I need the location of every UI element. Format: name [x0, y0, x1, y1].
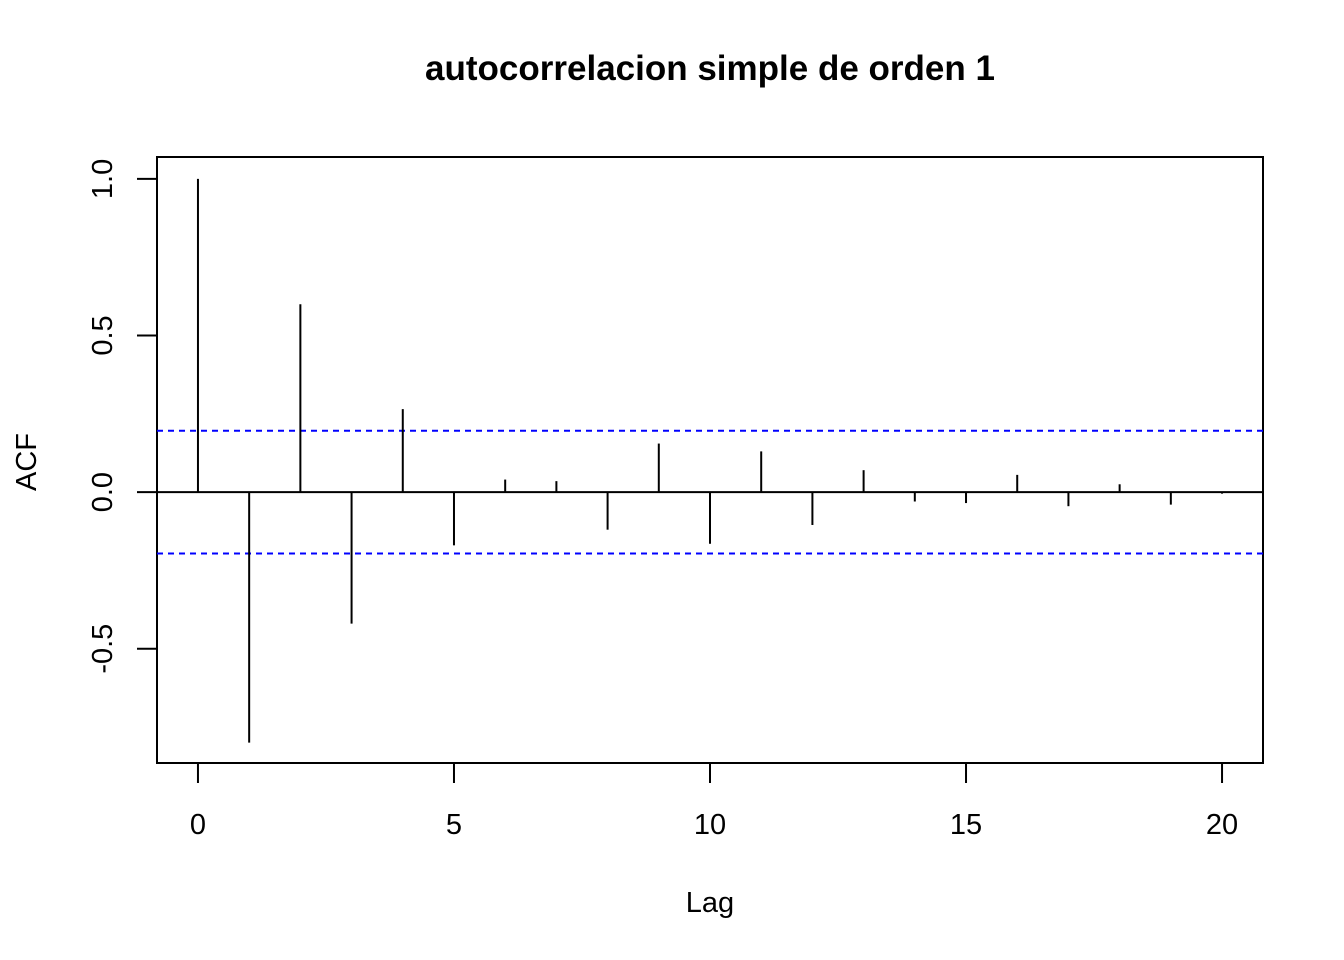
y-axis: -0.5 0.0 0.5 1.0	[87, 159, 157, 674]
x-tick-label: 20	[1206, 809, 1238, 841]
plot-area	[156, 156, 1264, 764]
acf-spikes	[196, 178, 1224, 743]
x-axis-label: Lag	[686, 887, 734, 919]
y-tick-label: -0.5	[87, 624, 119, 674]
y-axis-label: ACF	[11, 433, 43, 491]
x-tick-label: 10	[694, 809, 726, 841]
x-tick-label: 5	[446, 809, 462, 841]
y-tick-label: 1.0	[87, 159, 119, 199]
x-axis: 0 5 10 15 20	[190, 763, 1238, 841]
plot-frame	[156, 156, 1264, 764]
chart-title: autocorrelacion simple de orden 1	[425, 49, 995, 88]
x-tick-label: 15	[950, 809, 982, 841]
y-tick-label: 0.0	[87, 472, 119, 512]
x-tick-label: 0	[190, 809, 206, 841]
y-tick-label: 0.5	[87, 315, 119, 355]
confidence-bounds	[157, 429, 1263, 555]
